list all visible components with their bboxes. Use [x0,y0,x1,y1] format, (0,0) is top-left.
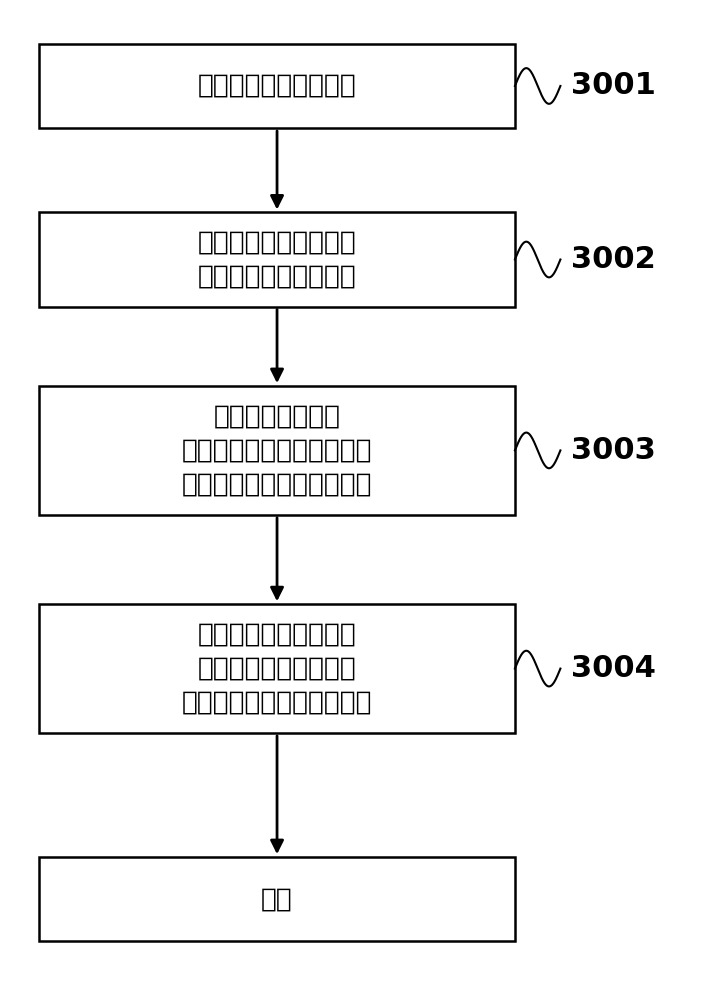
Text: 获取心跳周期的参考值: 获取心跳周期的参考值 [198,73,356,99]
Text: 结束: 结束 [261,886,293,912]
Text: 应用程序客户端从
移动终端获取心跳周期的实
际值并将其告知应用服务器: 应用程序客户端从 移动终端获取心跳周期的实 际值并将其告知应用服务器 [182,403,372,497]
Bar [39,212,515,307]
Text: 基于心跳周期的参考值
确定心跳周期的实际值: 基于心跳周期的参考值 确定心跳周期的实际值 [198,230,356,290]
Bar [39,386,515,515]
Text: 3003: 3003 [571,436,656,465]
Text: 3004: 3004 [571,654,656,683]
Bar [39,44,515,128]
Text: 3001: 3001 [571,71,656,100]
Bar [39,604,515,733]
Text: 基于心跳周期的实际值
触发应用程序客户端向
应用服务器发送心跳数据包: 基于心跳周期的实际值 触发应用程序客户端向 应用服务器发送心跳数据包 [182,622,372,716]
Bar [39,857,515,941]
Text: 3002: 3002 [571,245,656,274]
